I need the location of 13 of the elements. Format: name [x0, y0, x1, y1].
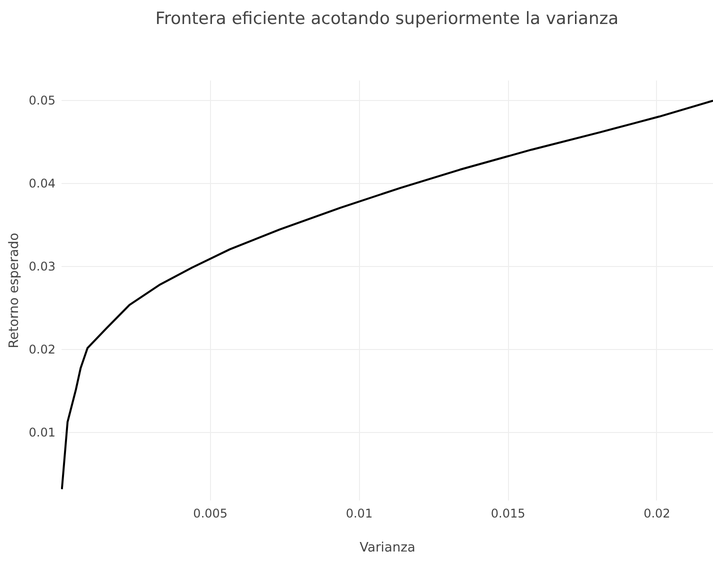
x-tick-label: 0.005 [193, 506, 228, 520]
y-tick-label: 0.05 [28, 93, 56, 108]
y-tick-label: 0.02 [28, 342, 56, 356]
y-axis-title: Retorno esperado [6, 232, 22, 348]
x-axis-title: Varianza [360, 540, 416, 556]
x-tick-label: 0.02 [644, 506, 670, 520]
y-tick-label: 0.04 [28, 176, 56, 190]
x-tick-label: 0.015 [490, 506, 526, 520]
chart-title: Frontera eficiente acotando superiormente la varianza [155, 9, 619, 29]
x-tick-label: 0.01 [346, 506, 373, 520]
line-series [61, 100, 713, 490]
y-tick-label: 0.03 [28, 259, 56, 274]
y-tick-label: 0.01 [28, 425, 56, 440]
